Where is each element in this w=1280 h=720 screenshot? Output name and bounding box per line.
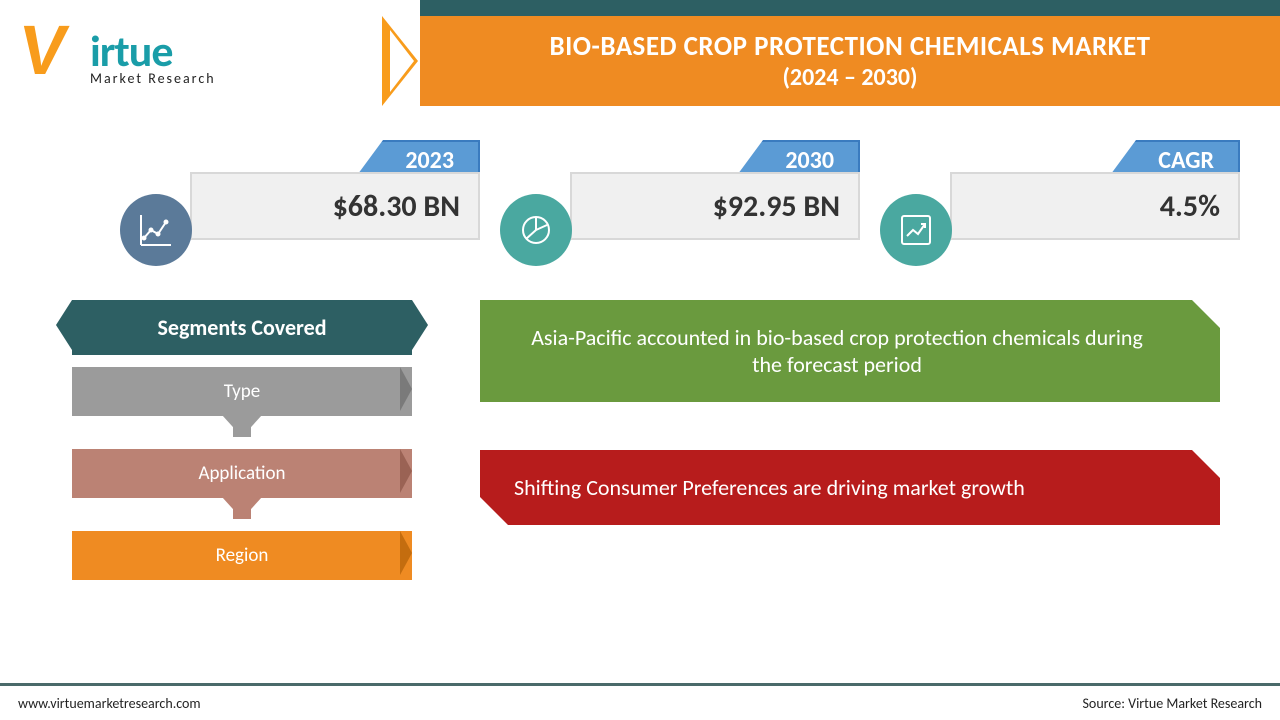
footer-url: www.virtuemarketresearch.com — [18, 695, 201, 712]
title-line2: (2024 – 2030) — [440, 63, 1260, 92]
stat-2030: 2030 $92.95 BN — [550, 140, 860, 240]
segment-application: Application — [72, 449, 412, 498]
title-line1: BIO-BASED CROP PROTECTION CHEMICALS MARK… — [440, 30, 1260, 63]
growth-chart-icon — [880, 194, 952, 266]
stats-row: 2023 $68.30 BN 2030 $92.95 BN CAGR 4.5% — [130, 140, 1280, 280]
segments-covered: Segments Covered Type Application Region — [72, 300, 412, 580]
stat-value: 4.5% — [950, 172, 1240, 240]
stat-value: $92.95 BN — [570, 172, 860, 240]
highlight-driver: Shifting Consumer Preferences are drivin… — [480, 450, 1220, 525]
segment-region: Region — [72, 531, 412, 580]
logo: V irtue Market Research — [20, 10, 360, 90]
pie-chart-icon — [500, 194, 572, 266]
logo-text: irtue Market Research — [90, 24, 216, 87]
footer-divider — [0, 683, 1280, 686]
arrow-down-icon — [222, 497, 262, 519]
stat-cagr: CAGR 4.5% — [930, 140, 1240, 240]
segments-heading: Segments Covered — [72, 300, 412, 355]
stat-value: $68.30 BN — [190, 172, 480, 240]
line-chart-icon — [120, 194, 192, 266]
logo-subtitle: Market Research — [90, 70, 216, 87]
highlight-region: Asia-Pacific accounted in bio-based crop… — [480, 300, 1220, 402]
title-banner: BIO-BASED CROP PROTECTION CHEMICALS MARK… — [420, 16, 1280, 106]
chevron-arrow-inner — [390, 30, 414, 92]
logo-v-mark: V — [14, 10, 72, 90]
header: V irtue Market Research BIO-BASED CROP P… — [0, 0, 1280, 106]
arrow-down-icon — [222, 415, 262, 437]
stat-2023: 2023 $68.30 BN — [170, 140, 480, 240]
footer: www.virtuemarketresearch.com Source: Vir… — [18, 695, 1262, 712]
footer-source: Source: Virtue Market Research — [1083, 695, 1263, 712]
segment-type: Type — [72, 367, 412, 416]
